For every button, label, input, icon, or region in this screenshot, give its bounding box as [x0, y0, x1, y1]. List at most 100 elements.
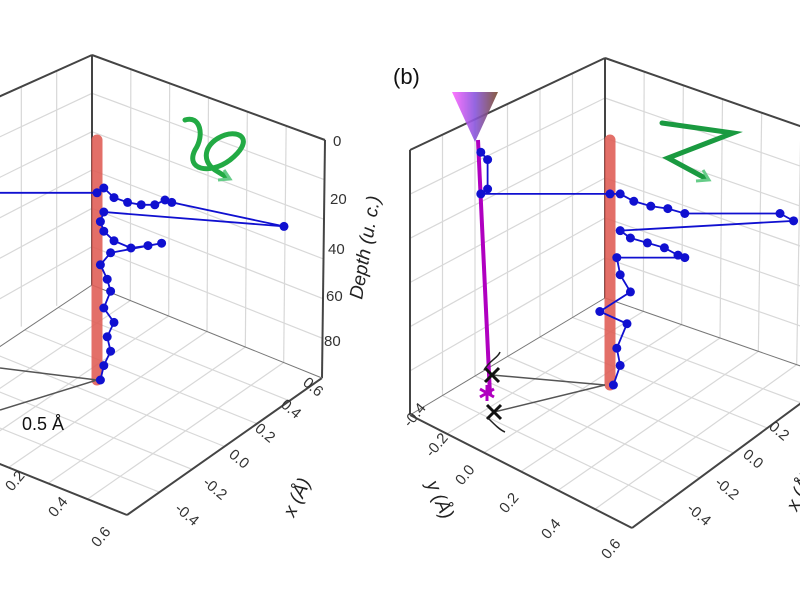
x-tick: 0.4 [277, 396, 304, 422]
y-tick: 0.6 [598, 536, 624, 563]
x-tick: 0.0 [739, 446, 766, 472]
axis-edge [604, 297, 800, 367]
trajectory-point [109, 193, 119, 203]
trajectory-point [615, 226, 625, 236]
trajectory-point [143, 241, 153, 251]
trajectory-point [167, 197, 177, 207]
trajectory-point [680, 209, 690, 218]
trajectory-point [106, 248, 116, 258]
trajectory-point [612, 343, 622, 353]
grid-line [0, 169, 93, 219]
probe-line [476, 139, 492, 396]
annotation-distance: 0.5 Å [22, 414, 64, 434]
depth-tick: 40 [328, 241, 345, 258]
grid-line [442, 394, 667, 504]
x-tick: -0.2 [199, 474, 230, 504]
panel-a [0, 134, 289, 411]
grid-line [409, 257, 606, 372]
trajectory-point [646, 201, 656, 211]
axis-edge [0, 284, 93, 348]
trajectory-point [106, 346, 116, 356]
trajectory-point [126, 243, 136, 253]
x-tick: -0.4 [171, 500, 202, 530]
y-tick: 0.0 [452, 462, 478, 489]
x-tick: 0.0 [225, 446, 252, 472]
grid-line [604, 97, 800, 167]
grid-line [594, 364, 798, 510]
axis-edge [91, 54, 326, 141]
y-tick: 0.4 [538, 516, 564, 543]
trajectory-point [160, 195, 170, 205]
axis-edge [409, 57, 606, 151]
trajectory-point [625, 287, 635, 297]
panel-b [452, 92, 799, 433]
grid-line [507, 355, 734, 454]
grid-line [91, 246, 323, 339]
trajectory-point [659, 243, 669, 253]
trajectory-point [150, 200, 160, 210]
cross-marker [483, 366, 501, 384]
trajectory-line [0, 186, 285, 381]
depth-tick: 0 [333, 133, 341, 150]
helix-arrow-icon [182, 116, 246, 181]
depth-tick: 20 [330, 191, 347, 208]
distance-line [0, 379, 98, 411]
trajectory-point [483, 155, 493, 165]
trajectory-point [605, 189, 615, 199]
trajectory-point [625, 233, 635, 243]
trajectory-point [612, 253, 622, 263]
x-tick: 0.6 [299, 374, 326, 400]
axis-edge [0, 463, 128, 516]
trajectory-point [109, 236, 119, 246]
trajectory-point [95, 375, 105, 385]
trajectory-point [157, 238, 167, 248]
trajectory-point [476, 189, 486, 199]
y-tick: 0.2 [2, 468, 28, 495]
trajectory-point [136, 200, 146, 210]
trajectory-point [92, 188, 102, 198]
axis-edge [321, 139, 326, 379]
trajectory-point [629, 196, 639, 206]
axis-edge [126, 377, 323, 516]
y-tick: 0.2 [496, 490, 522, 517]
grid-line [0, 131, 93, 178]
axis-edge [409, 414, 633, 529]
trajectory-point [595, 307, 605, 316]
trajectory-point [642, 238, 652, 248]
y-axis-label-b: y (Å) [421, 475, 458, 522]
zigzag-arrow-icon [659, 120, 743, 181]
trajectory-point [279, 221, 289, 231]
trajectory-point [106, 286, 116, 296]
trajectory-point [95, 217, 105, 227]
trajectory-point [102, 332, 112, 342]
curve-marker [483, 351, 506, 433]
distance-line [493, 384, 606, 413]
y-tick: 0.4 [45, 494, 71, 521]
axis-edge [631, 402, 800, 529]
trajectory-point [483, 184, 493, 194]
trajectory-point [99, 361, 109, 371]
trajectory-point [615, 270, 625, 280]
trajectory-point [102, 274, 112, 284]
grid-line [604, 257, 800, 327]
zigzag-arrow-head-icon [695, 169, 712, 183]
axis-edge [91, 284, 323, 379]
distance-line [0, 367, 98, 381]
trajectory-point [615, 189, 625, 199]
trajectory-point [95, 260, 105, 270]
cross-marker [485, 403, 503, 421]
y-tick: 0.6 [88, 524, 114, 551]
x-axis-label-b: x (Å) [782, 469, 800, 515]
x-axis-label-a: x (Å) [279, 475, 315, 521]
trajectory-point [615, 360, 625, 370]
x-tick: -0.2 [711, 474, 742, 504]
panel-b-label: (b) [393, 64, 420, 89]
trajectory-point [99, 226, 109, 236]
depth-tick: 80 [324, 333, 341, 350]
grid-lines [0, 69, 800, 510]
trajectory-point [123, 197, 133, 207]
trajectory-point [476, 147, 486, 157]
trajectory-point [99, 207, 109, 217]
depth-axis-label: Depth (u. c.) [346, 194, 385, 301]
